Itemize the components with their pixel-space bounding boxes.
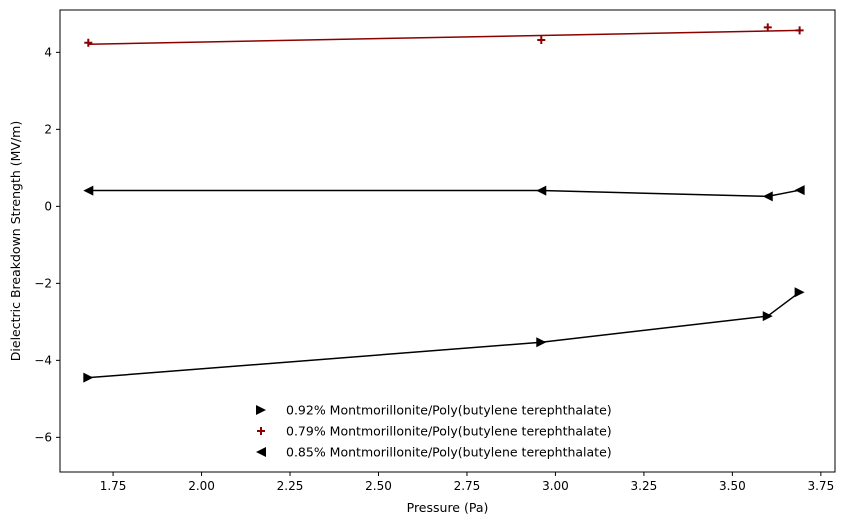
data-point bbox=[536, 337, 547, 348]
legend-item: 0.85% Montmorillonite/Poly(butylene tere… bbox=[256, 445, 612, 460]
data-point bbox=[762, 191, 773, 202]
series-2 bbox=[84, 23, 804, 47]
data-point bbox=[795, 26, 804, 35]
legend: 0.92% Montmorillonite/Poly(butylene tere… bbox=[256, 403, 612, 460]
y-axis: −6 −4 −2 0 2 4 bbox=[34, 45, 60, 444]
x-tick-label: 3.75 bbox=[807, 479, 834, 493]
legend-marker bbox=[256, 405, 266, 415]
legend-marker bbox=[257, 427, 265, 435]
x-tick-label: 3.25 bbox=[631, 479, 658, 493]
legend-item: 0.79% Montmorillonite/Poly(butylene tere… bbox=[257, 424, 612, 439]
plot-area bbox=[60, 10, 835, 472]
data-point bbox=[794, 185, 805, 196]
plot-frame bbox=[59, 9, 836, 473]
data-point bbox=[763, 23, 772, 32]
x-tick-label: 2.50 bbox=[365, 479, 392, 493]
legend-label: 0.79% Montmorillonite/Poly(butylene tere… bbox=[286, 424, 612, 439]
series-line bbox=[88, 189, 800, 198]
x-tick-label: 2.75 bbox=[454, 479, 481, 493]
series-layer bbox=[83, 23, 805, 383]
y-tick-label: 4 bbox=[44, 45, 52, 59]
series-line bbox=[88, 29, 800, 46]
y-axis-label: Dielectric Breakdown Strength (MV/m) bbox=[8, 121, 23, 361]
series-line bbox=[88, 291, 801, 379]
x-axis: 1.75 2.00 2.25 2.50 2.75 3.00 3.25 3.50 3.75 bbox=[100, 472, 834, 493]
legend-item: 0.92% Montmorillonite/Poly(butylene tere… bbox=[256, 403, 612, 418]
series-1 bbox=[83, 287, 805, 383]
y-tick-label: −4 bbox=[34, 353, 52, 367]
y-tick-label: 0 bbox=[44, 199, 52, 213]
legend-label: 0.92% Montmorillonite/Poly(butylene tere… bbox=[286, 403, 612, 418]
data-point bbox=[83, 372, 94, 383]
x-tick-label: 3.50 bbox=[719, 479, 746, 493]
x-axis-label: Pressure (Pa) bbox=[407, 500, 489, 515]
data-point bbox=[536, 185, 547, 196]
data-point bbox=[84, 38, 93, 47]
series-3 bbox=[83, 185, 805, 202]
legend-marker bbox=[256, 447, 266, 457]
x-tick-label: 1.75 bbox=[100, 479, 127, 493]
y-tick-label: −2 bbox=[34, 276, 52, 290]
y-tick-label: −6 bbox=[34, 430, 52, 444]
x-tick-label: 3.00 bbox=[542, 479, 569, 493]
x-tick-label: 2.00 bbox=[188, 479, 215, 493]
y-tick-label: 2 bbox=[44, 122, 52, 136]
data-point bbox=[83, 185, 94, 196]
data-point bbox=[537, 36, 546, 45]
data-point bbox=[794, 287, 805, 298]
data-point bbox=[762, 311, 773, 322]
legend-label: 0.85% Montmorillonite/Poly(butylene tere… bbox=[286, 445, 612, 460]
x-tick-label: 2.25 bbox=[277, 479, 304, 493]
